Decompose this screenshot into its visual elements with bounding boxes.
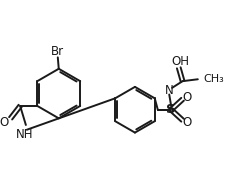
Text: O: O xyxy=(183,116,192,129)
Text: Br: Br xyxy=(51,45,64,58)
Text: S: S xyxy=(166,103,176,116)
Text: OH: OH xyxy=(172,55,190,68)
Text: CH₃: CH₃ xyxy=(204,74,224,84)
Text: NH: NH xyxy=(16,128,34,141)
Text: O: O xyxy=(183,91,192,104)
Text: N: N xyxy=(165,84,174,97)
Text: O: O xyxy=(0,116,9,129)
